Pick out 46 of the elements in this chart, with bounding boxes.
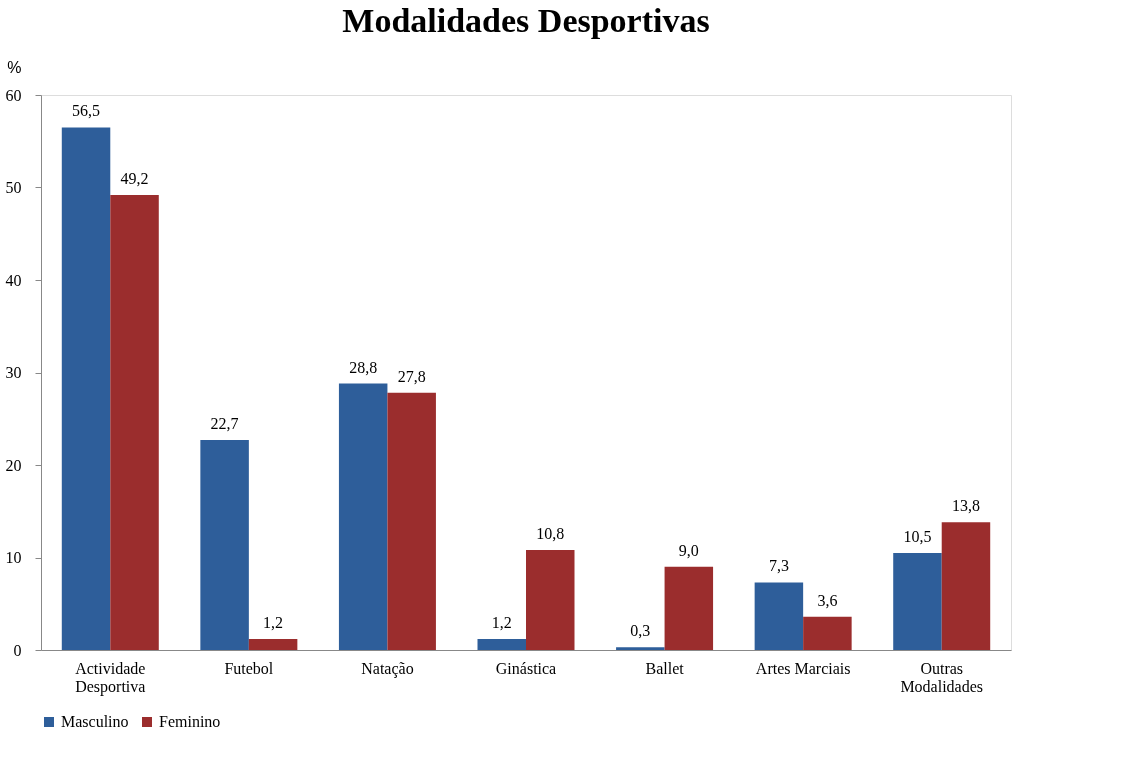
y-tick-label: 20 (5, 456, 22, 474)
text: 0,3 (630, 622, 651, 640)
y-tick-label: 50 (5, 179, 22, 196)
text: 27,8 (397, 367, 426, 385)
x-tick-label: Natação (361, 659, 414, 678)
bar (664, 566, 714, 650)
bar (110, 194, 159, 650)
bar (61, 127, 111, 650)
text: 3,6 (817, 591, 838, 609)
text: 1,2 (263, 613, 284, 631)
text: 13,8 (951, 497, 980, 515)
y-tick-label: 40 (5, 271, 22, 289)
x-tick-label: Actividade Desportiva (75, 659, 146, 696)
y-tick-label: 10 (5, 549, 22, 566)
y-tick-label: 60 (5, 86, 22, 104)
bar (248, 638, 298, 650)
bar (477, 638, 526, 650)
bar (893, 552, 942, 650)
chart-title: Modalidades Desportivas (342, 2, 710, 39)
text: 1,2 (491, 613, 512, 631)
x-tick-label: Artes Marciais (755, 659, 851, 677)
bar (387, 392, 436, 650)
y-tick-label: 30 (5, 364, 22, 381)
bar (200, 440, 249, 650)
text: 49,2 (120, 169, 149, 187)
text: 7,3 (768, 557, 789, 575)
legend-label: Masculino (61, 713, 129, 730)
bar (754, 582, 804, 650)
bar (526, 550, 575, 650)
text: 10,8 (536, 525, 565, 543)
legend-label: Feminino (159, 713, 221, 730)
y-tick-label: 0 (13, 641, 22, 659)
x-tick-label: Futebol (224, 659, 274, 677)
text: 28,8 (349, 358, 378, 376)
y-axis-title: % (7, 58, 22, 76)
text: 56,5 (72, 102, 101, 120)
text: 9,0 (678, 541, 699, 559)
text: 10,5 (903, 527, 932, 545)
bar (941, 522, 991, 650)
text: 22,7 (210, 415, 239, 433)
x-tick-label: Ballet (645, 659, 685, 677)
x-tick-label: Outras Modalidades (900, 659, 984, 695)
x-tick-label: Ginástica (495, 659, 557, 677)
bar (616, 647, 665, 650)
bar (338, 383, 388, 650)
bar (803, 616, 852, 650)
